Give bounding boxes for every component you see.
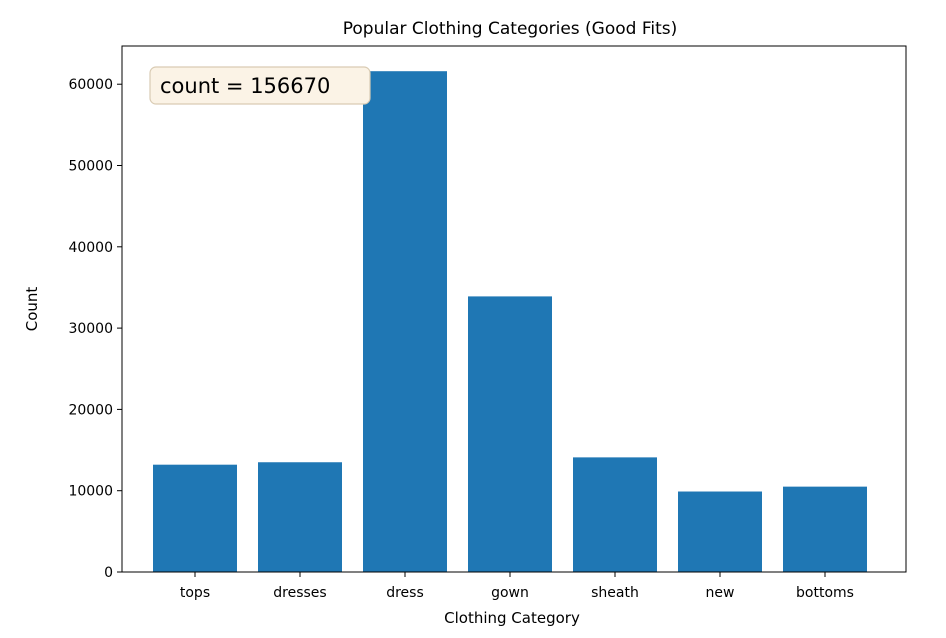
y-tick-label: 10000 (68, 484, 113, 500)
y-tick-label: 50000 (68, 159, 113, 175)
bar-bottoms (783, 486, 867, 572)
bar-dresses (258, 462, 342, 572)
x-tick-label: sheath (591, 585, 639, 601)
annotation-text: count = 156670 (160, 74, 330, 98)
annotation-box (149, 66, 371, 105)
bar-new (678, 491, 762, 572)
y-tick-label: 20000 (68, 402, 113, 418)
y-tick-label: 30000 (68, 321, 113, 337)
x-tick-label: dresses (273, 585, 326, 601)
y-axis-label: Count (23, 287, 41, 332)
x-tick-label: tops (180, 585, 210, 601)
bar-sheath (573, 457, 657, 572)
x-tick-label: new (706, 585, 735, 601)
y-tick-label: 0 (104, 565, 113, 581)
y-tick-label: 40000 (68, 240, 113, 256)
x-axis-label: Clothing Category (444, 609, 580, 627)
y-tick-label: 60000 (68, 77, 113, 93)
y-axis: 0 10000 20000 30000 40000 50000 60000 (68, 77, 122, 581)
plot-frame (121, 45, 907, 573)
chart-title: Popular Clothing Categories (Good Fits) (343, 19, 678, 39)
count-annotation: count = 156670 (149, 66, 371, 105)
x-axis: tops dresses dress gown sheath new bottoms (180, 572, 854, 601)
bars-group (153, 71, 867, 572)
bar-tops (153, 464, 237, 572)
x-tick-label: gown (491, 585, 529, 601)
x-tick-label: dress (386, 585, 424, 601)
x-tick-label: bottoms (796, 585, 854, 601)
bar-gown (468, 296, 552, 572)
bar-dress (363, 71, 447, 572)
